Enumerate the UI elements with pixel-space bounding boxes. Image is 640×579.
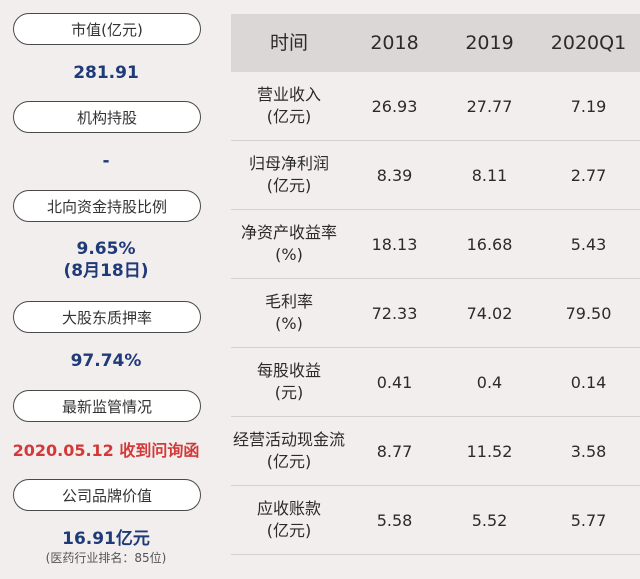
brand-value-label: 公司品牌价值	[13, 479, 201, 511]
row-label: 净资产收益率 (%)	[240, 223, 337, 264]
table-row: 毛利率 (%) 72.33 74.02 79.50	[231, 279, 640, 348]
table-cell: 26.93	[371, 96, 418, 116]
northbound-ratio-percent: 9.65%	[76, 239, 136, 259]
institution-holding-value: -	[102, 151, 110, 171]
table-cell: 11.52	[466, 441, 513, 461]
northbound-ratio-date: (8月18日)	[63, 261, 149, 281]
table-cell: 0.4	[476, 372, 503, 392]
table-cell: 8.77	[376, 441, 413, 461]
table-row: 归母净利润 (亿元) 8.39 8.11 2.77	[231, 141, 640, 210]
table-cell: 5.52	[471, 510, 508, 530]
regulation-label: 最新监管情况	[13, 390, 201, 422]
table-row: 净资产收益率 (%) 18.13 16.68 5.43	[231, 210, 640, 279]
table-cell: 74.02	[466, 303, 513, 323]
pledge-ratio-value: 97.74%	[70, 351, 142, 371]
brand-value: 16.91亿元 (医药行业排名：85位)	[0, 528, 212, 566]
brand-value-rank: (医药行业排名：85位)	[45, 551, 167, 565]
table-cell: 5.77	[570, 510, 607, 530]
table-row: 应收账款 (亿元) 5.58 5.52 5.77	[231, 486, 640, 555]
table-cell: 72.33	[371, 303, 418, 323]
northbound-ratio-label: 北向资金持股比例	[13, 190, 201, 222]
table-cell: 16.68	[466, 234, 513, 254]
table-row: 每股收益 (元) 0.41 0.4 0.14	[231, 348, 640, 417]
table-cell: 79.50	[565, 303, 612, 323]
table-cell: 3.58	[570, 441, 607, 461]
brand-value-amount: 16.91亿元	[62, 529, 150, 549]
table-cell: 5.58	[376, 510, 413, 530]
header-2020q1: 2020Q1	[550, 32, 627, 54]
market-cap-label: 市值(亿元)	[13, 13, 201, 45]
institution-holding-label: 机构持股	[13, 101, 201, 133]
financial-table: 时间 2018 2019 2020Q1 营业收入 (亿元) 26.93 27.77…	[231, 14, 640, 555]
row-label: 毛利率 (%)	[264, 292, 313, 333]
table-cell: 8.11	[471, 165, 508, 185]
row-label: 应收账款 (亿元)	[256, 499, 321, 540]
table-cell: 5.43	[570, 234, 607, 254]
table-cell: 8.39	[376, 165, 413, 185]
table-cell: 0.41	[376, 372, 413, 392]
regulation-value: 2020.05.12 收到问询函	[12, 441, 200, 460]
header-2018: 2018	[370, 32, 419, 54]
row-label: 每股收益 (元)	[256, 361, 321, 402]
northbound-ratio-value: 9.65% (8月18日)	[0, 238, 212, 282]
header-time: 时间	[269, 32, 308, 54]
table-cell: 18.13	[371, 234, 418, 254]
table-cell: 27.77	[466, 96, 513, 116]
table-cell: 2.77	[570, 165, 607, 185]
header-2019: 2019	[465, 32, 514, 54]
table-cell: 7.19	[570, 96, 607, 116]
table-cell: 0.14	[570, 372, 607, 392]
pledge-ratio-label: 大股东质押率	[13, 301, 201, 333]
left-panel: 市值(亿元) 281.91 机构持股 - 北向资金持股比例 9.65% (8月1…	[0, 0, 215, 579]
table-row: 经营活动现金流 (亿元) 8.77 11.52 3.58	[231, 417, 640, 486]
market-cap-value: 281.91	[73, 63, 139, 83]
row-label: 归母净利润 (亿元)	[248, 154, 329, 195]
table-header: 时间 2018 2019 2020Q1	[231, 14, 640, 72]
row-label: 经营活动现金流 (亿元)	[232, 430, 345, 471]
table-row: 营业收入 (亿元) 26.93 27.77 7.19	[231, 72, 640, 141]
row-label: 营业收入 (亿元)	[256, 85, 321, 126]
